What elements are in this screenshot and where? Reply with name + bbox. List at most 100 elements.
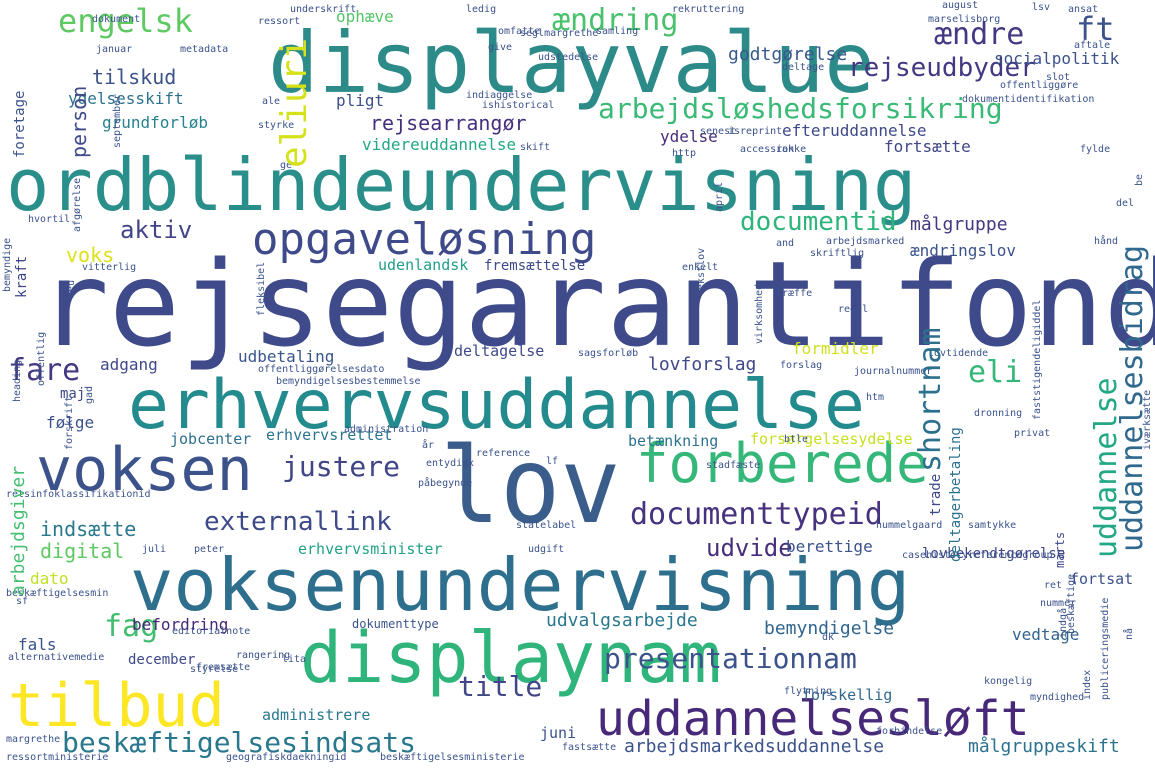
word: privat bbox=[1014, 428, 1050, 439]
word: vedtage bbox=[1012, 625, 1079, 644]
word: documenttypeid bbox=[630, 497, 883, 532]
word: videreuddannelse bbox=[362, 135, 516, 154]
word: rekruttering bbox=[672, 4, 744, 15]
word: skriftlig bbox=[810, 248, 864, 259]
word: offentliggørelsesdato bbox=[258, 364, 384, 375]
word: foretage bbox=[12, 91, 28, 158]
word: voksenundervisning bbox=[130, 543, 910, 627]
word: offentlig bbox=[36, 332, 47, 386]
word: forbindelse bbox=[876, 726, 942, 737]
word: samling bbox=[596, 26, 638, 37]
word: dato bbox=[30, 569, 69, 588]
word: pligt bbox=[336, 91, 384, 110]
word: geografiskdaekningid bbox=[226, 752, 346, 763]
word: jobcenter bbox=[170, 430, 251, 448]
word: voks bbox=[66, 243, 114, 267]
word: dronning bbox=[974, 408, 1022, 419]
word: tilbud bbox=[8, 671, 225, 741]
word: engelsk bbox=[58, 2, 193, 40]
word: casehistoryreferencegroup bbox=[902, 550, 1053, 561]
word: ale bbox=[262, 96, 280, 107]
word: index bbox=[1082, 670, 1093, 700]
word: http bbox=[672, 148, 696, 159]
word: ændringslov bbox=[910, 241, 1016, 260]
word: del bbox=[1116, 198, 1134, 209]
word: editorialnote bbox=[172, 626, 250, 637]
word: socialpolitik bbox=[994, 49, 1120, 68]
word: ressortministerie bbox=[6, 752, 108, 763]
word: displaynam bbox=[300, 617, 721, 699]
word: fag bbox=[104, 609, 158, 644]
word: btle bbox=[784, 434, 808, 445]
word: erhvervsrettet bbox=[266, 426, 392, 444]
word: hånd bbox=[1094, 234, 1118, 247]
word: beskæftigelsesministerie bbox=[380, 752, 525, 763]
word: ft bbox=[1076, 10, 1115, 48]
word: rejseudbyder bbox=[848, 53, 1036, 83]
word: grundforløb bbox=[102, 113, 208, 132]
word: retsinfoklassifikationid bbox=[6, 489, 151, 500]
word: afgørelse bbox=[72, 178, 83, 232]
word: udvalgsarbejde bbox=[546, 610, 698, 631]
word: indsætte bbox=[40, 517, 136, 541]
word: voksen bbox=[36, 435, 253, 505]
word: tilskud bbox=[92, 65, 176, 89]
word: digital bbox=[40, 539, 124, 563]
word: indiaggelse bbox=[466, 90, 532, 101]
word: ret bbox=[1044, 580, 1062, 591]
word: juli bbox=[142, 544, 166, 555]
word: sf bbox=[16, 596, 28, 607]
word: offentliggøre bbox=[1000, 80, 1078, 91]
word: trade bbox=[928, 474, 944, 516]
word: administrere bbox=[262, 706, 370, 724]
word: bemyndigelse bbox=[764, 618, 894, 639]
word: and bbox=[776, 238, 794, 249]
word: marts bbox=[1053, 532, 1067, 568]
word: ledig bbox=[466, 4, 496, 15]
word: arbejdsmarkedsuddannelse bbox=[624, 736, 884, 757]
word: arbejdsgiver bbox=[8, 466, 29, 596]
word: uddannelsesløft bbox=[596, 691, 1029, 747]
word: forsørgelsesydelse bbox=[750, 430, 913, 448]
word: lsv bbox=[1032, 2, 1050, 13]
word: rejsegarantifond bbox=[38, 235, 1155, 373]
word: entydig bbox=[426, 458, 468, 469]
word: udgift bbox=[528, 544, 564, 555]
word: journalnummer bbox=[854, 366, 932, 377]
word: rangering bbox=[236, 650, 290, 661]
word: title bbox=[458, 670, 542, 703]
word: publiceringsmedie bbox=[1100, 598, 1111, 700]
word: marselisborg bbox=[928, 14, 1000, 25]
word: adgang bbox=[100, 355, 158, 374]
word: fylde bbox=[1080, 144, 1110, 155]
word: seglmargrethe bbox=[520, 28, 598, 39]
word: forskellig bbox=[802, 686, 892, 704]
word: følge bbox=[46, 413, 94, 432]
word: gad bbox=[84, 386, 95, 404]
word: ishistorical bbox=[482, 100, 554, 111]
word: beskæftigelsesindsats bbox=[62, 726, 416, 759]
word: tekstlov bbox=[696, 248, 707, 296]
word: myndighed bbox=[1030, 692, 1084, 703]
word: ydelse bbox=[660, 127, 718, 146]
word: påbegynde bbox=[418, 476, 472, 489]
word: presentationnam bbox=[604, 642, 857, 675]
word: skift bbox=[520, 142, 550, 153]
word: fastsætte bbox=[562, 742, 616, 753]
word: rejsearrangør bbox=[370, 111, 527, 135]
word: april bbox=[714, 182, 725, 212]
word: lov bbox=[440, 426, 621, 548]
word: dokumentidentifikation bbox=[962, 94, 1094, 105]
word: heading bbox=[12, 360, 23, 402]
word: udvide bbox=[706, 534, 793, 562]
word: aktiv bbox=[120, 216, 192, 244]
word: lovforslag bbox=[648, 354, 756, 375]
word: omfatte bbox=[498, 26, 540, 37]
word: efteruddannelse bbox=[782, 121, 927, 140]
word: ydelsesskift bbox=[68, 89, 184, 108]
word: administration bbox=[344, 424, 428, 435]
word: træffe bbox=[776, 288, 812, 299]
word: fremsættelse bbox=[484, 258, 585, 274]
word: eli bbox=[968, 355, 1022, 390]
